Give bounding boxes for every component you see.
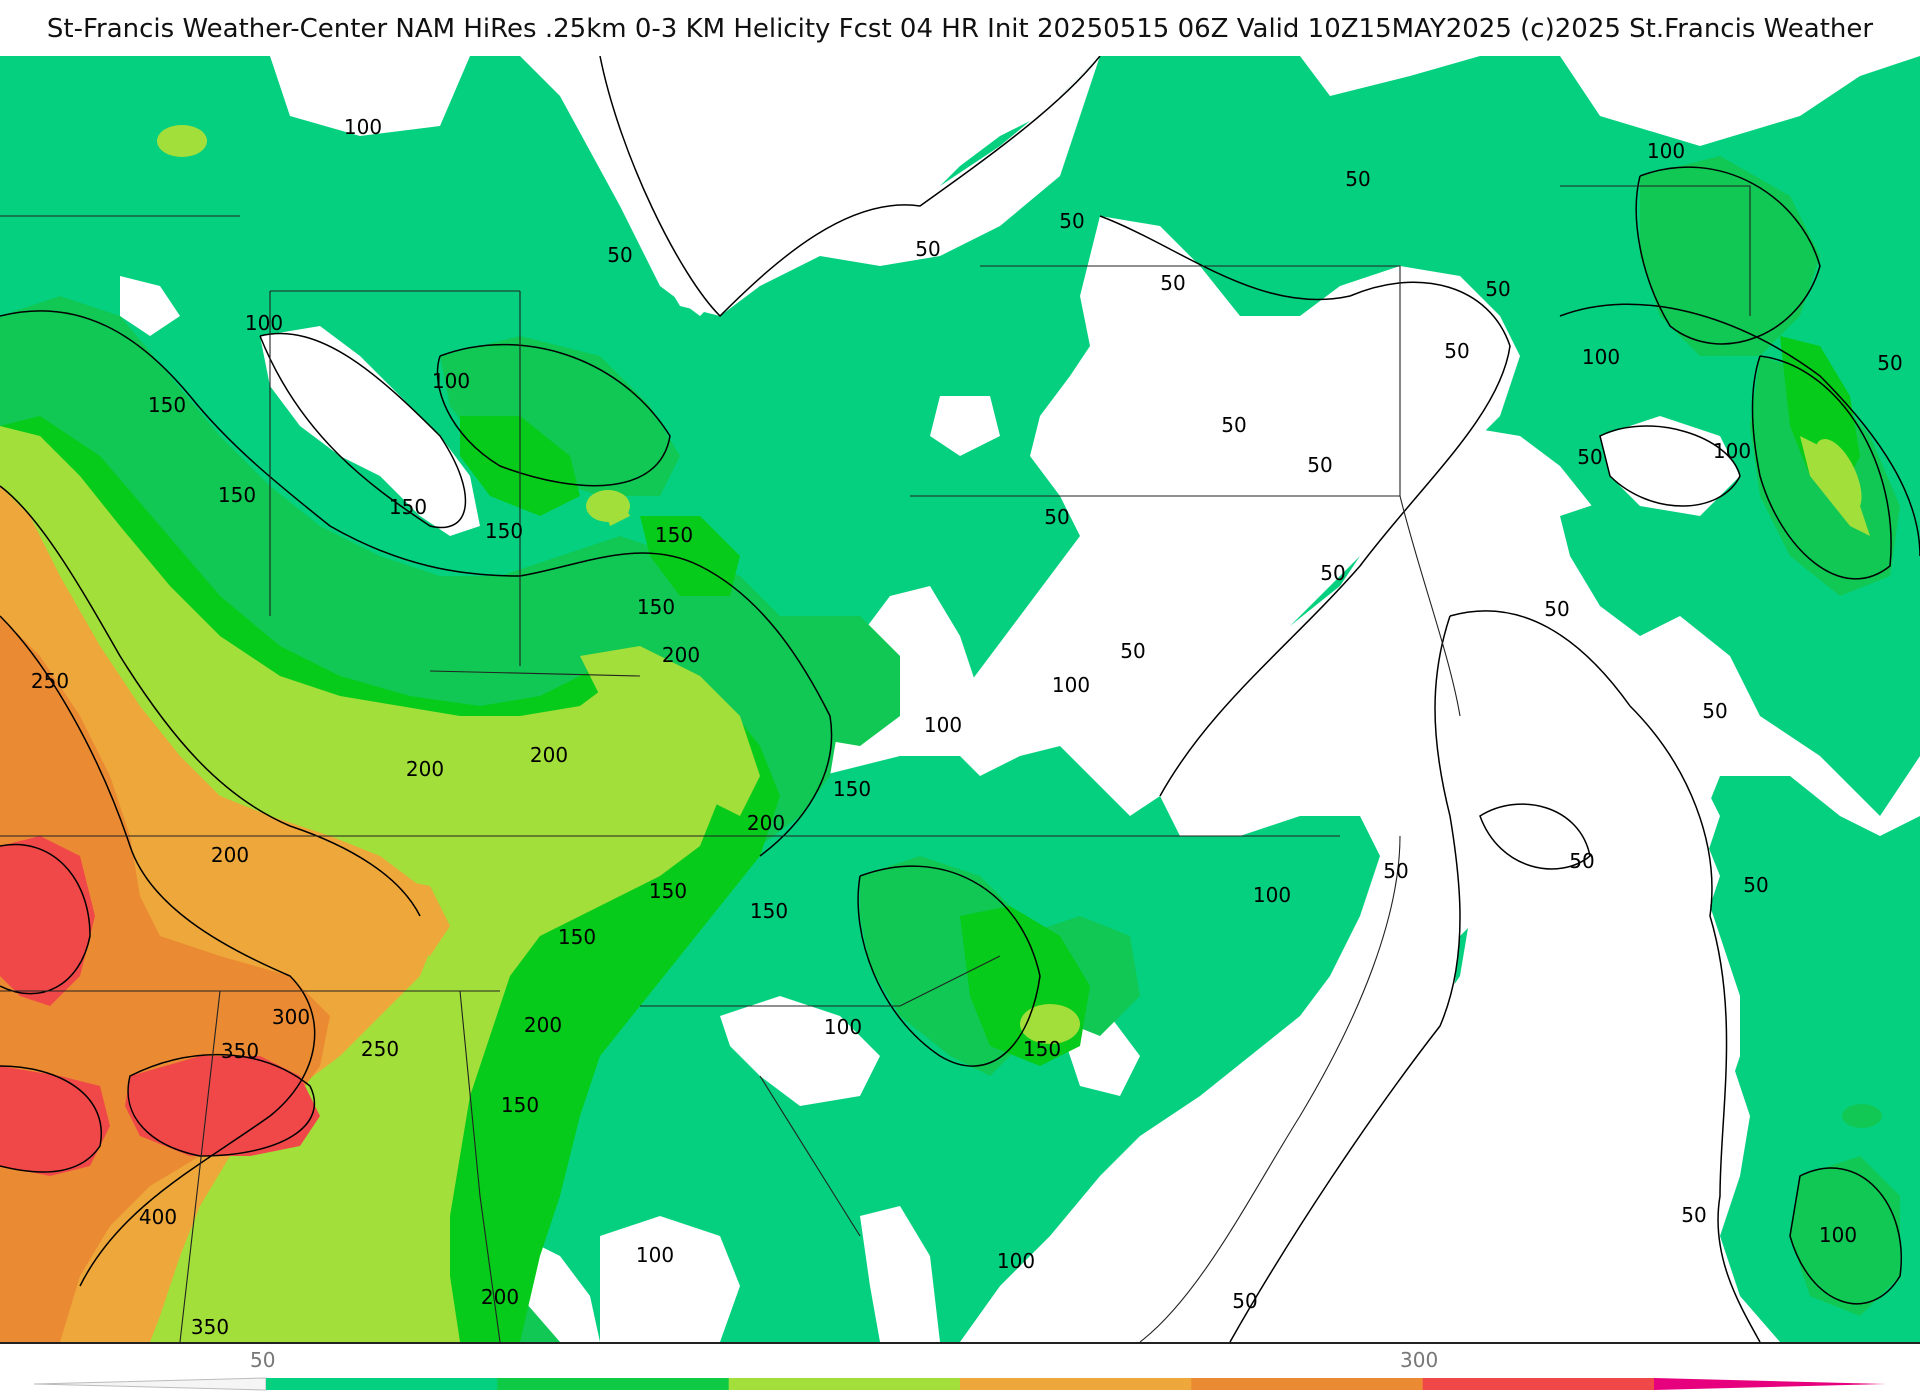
contour-label: 400	[139, 1205, 177, 1229]
title-bar: St-Francis Weather-Center NAM HiRes .25k…	[0, 0, 1920, 56]
contour-label: 100	[924, 713, 962, 737]
contour-label: 100	[1052, 673, 1090, 697]
contour-label: 50	[1544, 597, 1569, 621]
contour-label: 50	[1221, 413, 1246, 437]
contour-label: 50	[1681, 1203, 1706, 1227]
contour-label: 250	[361, 1037, 399, 1061]
colorbar-segment	[1191, 1378, 1424, 1390]
colorbar-segment	[728, 1378, 961, 1390]
contour-label: 200	[747, 811, 785, 835]
helicity-gaps	[120, 56, 1760, 1342]
map-frame[interactable]: 100 50 100 100 150 150 150 150 150 150 2…	[0, 56, 1920, 1344]
contour-label: 150	[637, 595, 675, 619]
contour-labels: 100 50 100 100 150 150 150 150 150 150 2…	[31, 115, 1903, 1339]
contour-label: 50	[1577, 445, 1602, 469]
colorbar-label-50: 50	[250, 1348, 276, 1372]
contour-label: 50	[1345, 167, 1370, 191]
contour-label: 350	[191, 1315, 229, 1339]
contour-label: 100	[1647, 139, 1685, 163]
contour-label: 150	[389, 495, 427, 519]
borders	[0, 185, 1751, 1342]
contour-label: 100	[824, 1015, 862, 1039]
contour-label: 250	[31, 669, 69, 693]
colorbar-segments	[266, 1378, 1655, 1390]
colorbar-left-arrow	[33, 1377, 267, 1391]
contour-label: 150	[750, 899, 788, 923]
colorbar-segment	[960, 1378, 1192, 1390]
contour-label: 50	[1059, 209, 1084, 233]
contour-label: 50	[1320, 561, 1345, 585]
contour-label: 150	[655, 523, 693, 547]
contour-label: 50	[915, 237, 940, 261]
contour-label: 200	[524, 1013, 562, 1037]
contour-label: 150	[1023, 1037, 1061, 1061]
contour-label: 350	[221, 1039, 259, 1063]
colorbar-segment	[266, 1378, 498, 1390]
contour-label: 50	[1743, 873, 1768, 897]
colorbar-segment	[1422, 1378, 1655, 1390]
contour-label: 50	[1232, 1289, 1257, 1313]
contour-label: 200	[406, 757, 444, 781]
contour-label: 100	[997, 1249, 1035, 1273]
contour-label: 150	[558, 925, 596, 949]
contour-label: 50	[1444, 339, 1469, 363]
colorbar-label-300: 300	[1400, 1348, 1439, 1372]
contour-label: 50	[1160, 271, 1185, 295]
contour-label: 50	[1485, 277, 1510, 301]
colorbar-segment	[497, 1378, 730, 1390]
colorbar-right-arrow	[1654, 1378, 1886, 1390]
contour-label: 150	[833, 777, 871, 801]
contour-label: 300	[272, 1005, 310, 1029]
contour-label: 150	[649, 879, 687, 903]
contour-label: 100	[1253, 883, 1291, 907]
contour-label: 50	[1044, 505, 1069, 529]
contour-label: 200	[481, 1285, 519, 1309]
contour-label: 50	[1383, 859, 1408, 883]
contour-label: 100	[344, 115, 382, 139]
contour-label: 150	[501, 1093, 539, 1117]
contour-label: 150	[148, 393, 186, 417]
colorbar-bar	[33, 1377, 1886, 1391]
contour-label: 100	[636, 1243, 674, 1267]
contour-label: 150	[218, 483, 256, 507]
contour-label: 100	[1582, 345, 1620, 369]
contour-label: 150	[485, 519, 523, 543]
contour-label: 50	[1120, 639, 1145, 663]
contour-label: 100	[1713, 439, 1751, 463]
helicity-map[interactable]: 100 50 100 100 150 150 150 150 150 150 2…	[0, 56, 1920, 1342]
contour-label: 200	[530, 743, 568, 767]
contour-label: 50	[1877, 351, 1902, 375]
contour-lines	[0, 56, 1920, 1342]
contour-label: 100	[432, 369, 470, 393]
contour-label: 100	[245, 311, 283, 335]
contour-label: 50	[1702, 699, 1727, 723]
contour-label: 50	[1307, 453, 1332, 477]
contour-label: 50	[1569, 849, 1594, 873]
helicity-350-fill	[0, 836, 320, 1176]
helicity-blobs	[157, 125, 1882, 1128]
contour-label: 200	[662, 643, 700, 667]
colorbar: 50 300	[0, 1344, 1920, 1400]
contour-label: 50	[607, 243, 632, 267]
contour-label: 100	[1819, 1223, 1857, 1247]
contour-label: 200	[211, 843, 249, 867]
map-title: St-Francis Weather-Center NAM HiRes .25k…	[46, 14, 1874, 44]
